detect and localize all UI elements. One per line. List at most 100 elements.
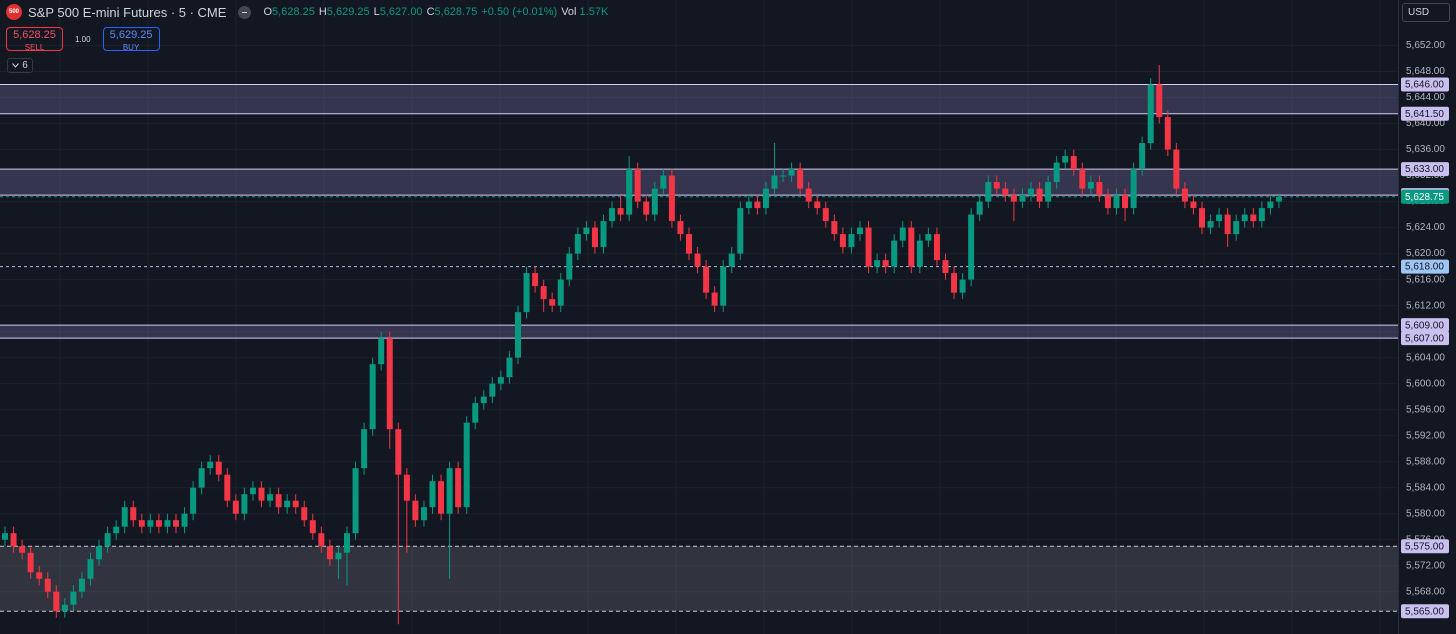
zone — [0, 169, 1398, 196]
candle-body — [190, 487, 197, 514]
sell-button[interactable]: 5,628.25 SELL — [6, 27, 63, 52]
ohlc-value: 5,628.75 — [434, 6, 478, 18]
candle-body — [489, 383, 496, 397]
ohlc-key: H — [318, 6, 327, 18]
candle-body — [771, 175, 778, 189]
y-tick-label: 5,604.00 — [1406, 352, 1445, 363]
candle-body — [668, 175, 675, 222]
candle-body — [420, 507, 427, 521]
candle-body — [951, 273, 958, 293]
candle-body — [899, 227, 906, 241]
candle-body — [395, 429, 402, 475]
candle-body — [993, 182, 1000, 189]
indicators-toggle[interactable]: 6 — [7, 58, 33, 73]
trade-panel: 5,628.25 SELL 1.00 5,629.25 BUY — [6, 27, 160, 52]
candle-body — [87, 559, 94, 579]
candle-body — [292, 500, 299, 508]
y-tick-label: 5,584.00 — [1406, 482, 1445, 493]
candle-body — [113, 526, 120, 534]
buy-price: 5,629.25 — [109, 29, 153, 41]
candle-body — [1045, 182, 1052, 202]
candle-body — [1181, 188, 1188, 202]
price-label-box — [1401, 259, 1449, 274]
candle-body — [788, 169, 795, 176]
y-tick-label: 5,616.00 — [1406, 274, 1445, 285]
candle-body — [258, 487, 265, 501]
candle-body — [121, 507, 128, 527]
candle-body — [27, 552, 34, 573]
candle-body — [1199, 208, 1205, 228]
price-label: 5,618.00 — [1405, 262, 1444, 273]
price-label-box — [1401, 106, 1449, 121]
y-tick-label: 5,572.00 — [1406, 560, 1445, 571]
quantity[interactable]: 1.00 — [75, 34, 91, 44]
candle-body — [985, 182, 992, 202]
chevron-icon — [12, 63, 20, 68]
price-label-box — [1401, 189, 1449, 204]
candle-body — [566, 253, 573, 280]
candle-body — [44, 578, 51, 592]
candle-body — [215, 461, 222, 475]
candle-body — [549, 299, 556, 306]
candle-body — [326, 546, 333, 560]
candle-body — [583, 227, 590, 235]
candle-body — [916, 240, 923, 267]
candle-body — [472, 403, 479, 423]
symbol-logo: 500 — [6, 4, 22, 20]
change: +0.50 (+0.01%) — [481, 6, 558, 18]
candle-body — [378, 338, 385, 365]
candle-body — [591, 227, 598, 248]
candle-body — [36, 572, 43, 579]
ohlc-key: C — [426, 6, 435, 18]
zone — [0, 546, 1398, 612]
currency-select[interactable]: USD — [1402, 3, 1450, 22]
candle-body — [515, 312, 521, 358]
zone — [0, 325, 1398, 339]
volume-key: Vol — [561, 6, 577, 18]
candle-body — [959, 279, 966, 293]
y-tick-label: 5,568.00 — [1406, 586, 1445, 597]
candle-body — [1053, 162, 1060, 183]
candle-body — [1216, 214, 1223, 222]
symbol-header: 500 S&P 500 E-mini Futures · 5 · CME O5,… — [6, 4, 608, 20]
buy-label: BUY — [122, 43, 140, 52]
symbol-title[interactable]: S&P 500 E-mini Futures · 5 · CME — [28, 4, 227, 20]
candle-body — [412, 500, 419, 521]
candle-body — [506, 357, 513, 378]
candle-body — [361, 429, 368, 469]
candle-body — [1010, 195, 1017, 202]
candle-body — [942, 260, 949, 274]
candle-body — [1104, 195, 1111, 209]
candle-body — [1096, 182, 1103, 196]
collapse-button[interactable] — [238, 5, 252, 19]
candle-body — [626, 169, 633, 215]
candle-body — [609, 208, 616, 222]
candle-body — [557, 279, 564, 306]
candle-body — [138, 520, 145, 527]
candle-body — [1113, 195, 1120, 209]
candle-body — [933, 234, 940, 261]
ohlc-value: 5,627.00 — [379, 6, 423, 18]
candle-body — [386, 338, 393, 430]
candle-body — [1130, 169, 1137, 209]
candle-body — [104, 533, 111, 547]
price-label-box — [1401, 539, 1449, 554]
y-tick-label: 5,640.00 — [1406, 118, 1445, 129]
y-tick-label: 5,620.00 — [1406, 248, 1445, 259]
buy-button[interactable]: 5,629.25 BUY — [102, 27, 160, 52]
candle-body — [797, 169, 804, 189]
candle-body — [720, 266, 727, 306]
candle-body — [745, 201, 752, 209]
candle-body — [968, 214, 975, 280]
candle-body — [600, 221, 607, 248]
candle-body — [1002, 188, 1009, 196]
candle-body — [523, 273, 530, 313]
candle-body — [480, 396, 487, 404]
ohlc-value: 5,629.25 — [326, 6, 370, 18]
price-label: 5,565.00 — [1405, 606, 1444, 617]
candle-body — [10, 533, 17, 547]
candle-body — [267, 494, 274, 501]
price-label-box — [1401, 331, 1449, 346]
price-label: 5,641.50 — [1405, 109, 1444, 120]
candle-body — [224, 474, 231, 501]
